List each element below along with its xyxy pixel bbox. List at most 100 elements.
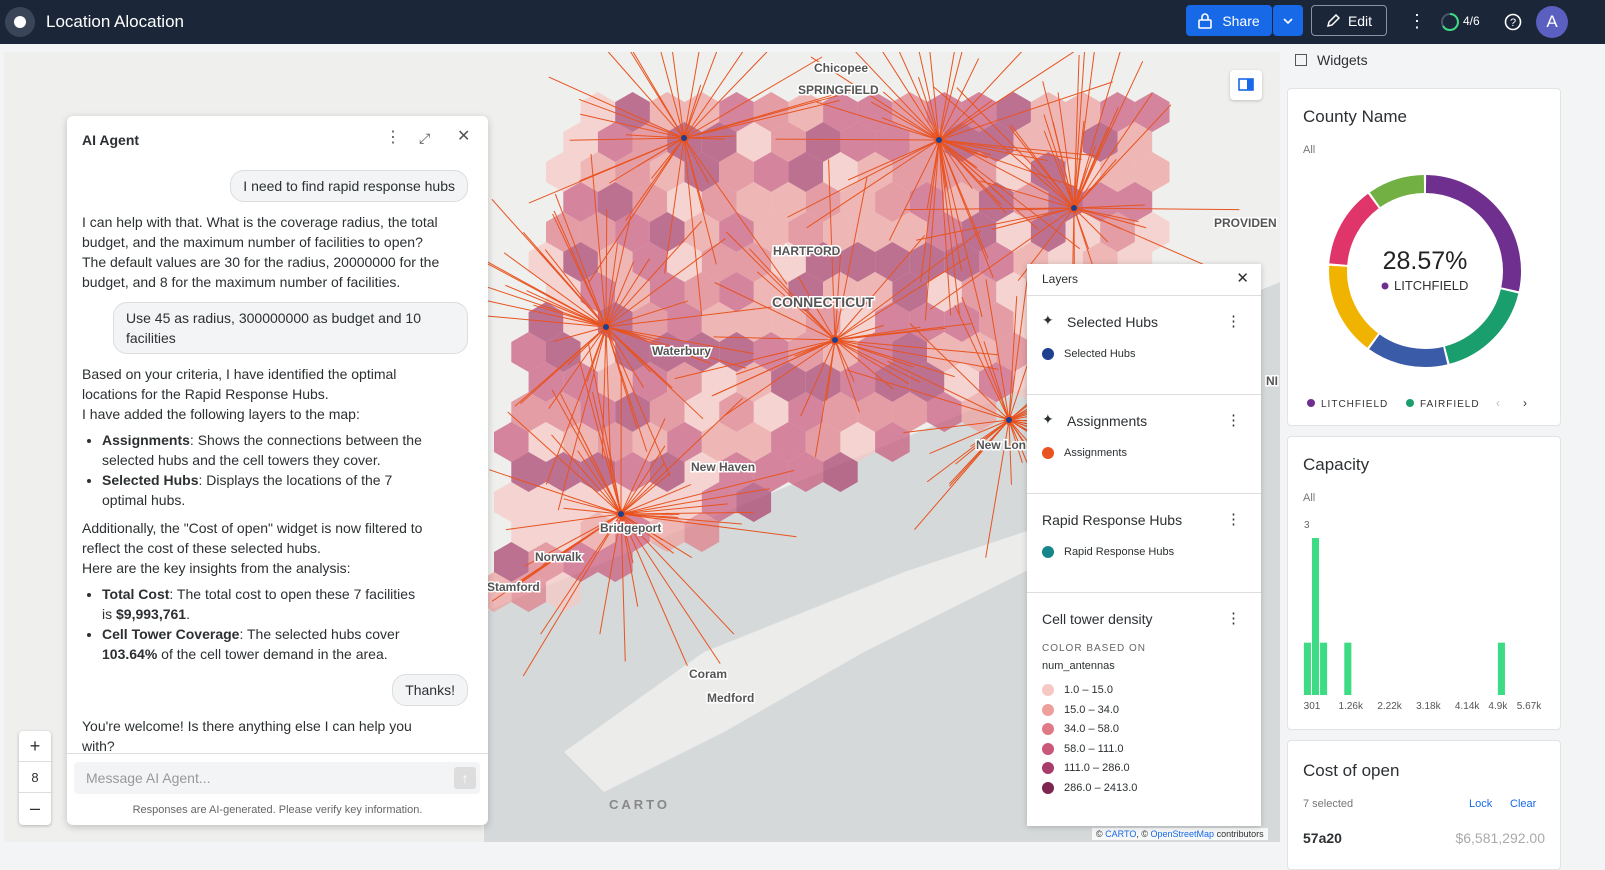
layer-group: Selected Hubs✦⋮Selected Hubs (1027, 296, 1261, 395)
attr-text: © (1096, 829, 1103, 839)
chat-panel: AI Agent ⋮ ⤢ ✕ I need to find rapid resp… (67, 116, 488, 825)
widgets-title: Widgets (1317, 52, 1368, 68)
donut-value: 28.57% (1383, 247, 1468, 275)
text: Additionally, the "Cost of open" widget … (82, 520, 422, 556)
legend-label: Rapid Response Hubs (1064, 546, 1174, 558)
paragraph: I can help with that. What is the covera… (82, 212, 442, 252)
send-button[interactable]: ↑ (454, 767, 476, 789)
x-tick-label: 1.26k (1339, 701, 1364, 712)
legend-label: Assignments (1064, 447, 1127, 459)
disclaimer: Responses are AI-generated. Please verif… (67, 800, 488, 820)
legend-dot (1042, 447, 1054, 459)
legend-label: 15.0 – 34.0 (1064, 704, 1119, 716)
legend-dot (1307, 399, 1315, 407)
legend-item: 286.0 – 2413.0 (1042, 782, 1137, 794)
widget-title: County Name (1303, 107, 1407, 127)
place-label: CONNECTICUT (772, 294, 874, 310)
zoom-level: 8 (19, 762, 51, 793)
clear-button[interactable]: Clear (1510, 798, 1536, 810)
place-label: PROVIDEN (1214, 216, 1277, 230)
paragraph: Here are the key insights from the analy… (82, 558, 442, 578)
row-name: 57a20 (1303, 830, 1342, 846)
chat-expand[interactable]: ⤢ (419, 128, 430, 148)
bold-text: 103.64% (102, 646, 157, 662)
share-menu[interactable] (1273, 5, 1303, 36)
attr-link[interactable]: OpenStreetMap (1151, 829, 1215, 839)
selected-count: 7 selected (1303, 798, 1353, 810)
attr-link[interactable]: CARTO (1105, 829, 1136, 839)
edit-button[interactable]: Edit (1311, 5, 1387, 36)
x-tick-label: 3.18k (1416, 701, 1441, 712)
hub (831, 336, 839, 344)
paragraph: The default values are 30 for the radius… (82, 252, 442, 292)
attr-text: , © (1136, 829, 1148, 839)
y-tick-label: 3 (1304, 520, 1310, 531)
legend-dot (1042, 762, 1054, 774)
chevron (1283, 18, 1293, 24)
help-icon[interactable]: ? (1503, 12, 1523, 32)
share-button[interactable]: Share (1186, 5, 1272, 36)
chat-close[interactable]: ✕ (457, 127, 470, 147)
legend-label: 111.0 – 286.0 (1064, 762, 1130, 774)
list-item: Total Cost: The total cost to open these… (102, 584, 427, 624)
legend-label: 34.0 – 58.0 (1064, 723, 1119, 735)
bold-text: Assignments (102, 432, 190, 448)
hub (617, 510, 625, 518)
place-label: SPRINGFIELD (798, 83, 879, 97)
hub (935, 136, 943, 144)
legend-label: LITCHFIELD (1321, 399, 1388, 410)
widgets-header: Widgets (1295, 52, 1368, 68)
layers-close[interactable]: ✕ (1236, 269, 1249, 287)
paragraph: Based on your criteria, I have identifie… (82, 364, 442, 404)
more-menu[interactable]: ⋮ (1408, 12, 1426, 30)
place-label: Medford (707, 691, 754, 705)
lock-button[interactable]: Lock (1469, 798, 1492, 810)
hub (1070, 204, 1078, 212)
legend-dot (1406, 399, 1414, 407)
layer-menu: ⋮ (1226, 411, 1241, 429)
widget-title: Capacity (1303, 455, 1369, 475)
layer-menu: ⋮ (1226, 510, 1241, 528)
layer-title: Rapid Response Hubs (1042, 512, 1182, 528)
bar (1498, 643, 1505, 695)
share-label: Share (1222, 13, 1259, 29)
panel-toggle[interactable] (1230, 70, 1262, 100)
list-item: Selected Hubs: Displays the locations of… (102, 470, 427, 510)
placeholder: Message AI Agent... (86, 770, 211, 786)
layer-menu: ⋮ (1226, 609, 1241, 627)
layer-group: Rapid Response Hubs ⋮ Rapid Response Hubs (1027, 494, 1261, 593)
cost-widget: Cost of open 7 selected Lock Clear 57a20… (1287, 740, 1561, 870)
widget-filter: All (1303, 492, 1315, 504)
donut-segment (1338, 266, 1373, 340)
agent-message: I can help with that. What is the covera… (67, 212, 488, 292)
text: : The selected hubs cover (239, 626, 399, 642)
legend-item: 34.0 – 58.0 (1042, 723, 1119, 735)
legend-label: 58.0 – 111.0 (1064, 743, 1124, 755)
place-label: Chicopee (814, 61, 868, 75)
edit-label: Edit (1348, 13, 1372, 29)
donut-label: LITCHFIELD (1394, 278, 1468, 293)
user-message: Thanks! (392, 674, 468, 706)
chat-more[interactable]: ⋮ (385, 128, 401, 148)
avatar[interactable]: A (1536, 6, 1568, 38)
chat-input[interactable]: Message AI Agent... ↑ (74, 762, 480, 794)
place-label: HARTFORD (773, 244, 841, 258)
legend-label: 286.0 – 2413.0 (1064, 782, 1137, 794)
header: Location Alocation Share Edit ⋮ 4/6 ? A (0, 0, 1605, 44)
zoom-out[interactable]: – (19, 793, 51, 824)
bold-text: Selected Hubs (102, 472, 198, 488)
legend-item: Rapid Response Hubs (1042, 546, 1174, 558)
zoom-control: + 8 – (19, 731, 51, 825)
bold-text: $9,993,761 (116, 606, 186, 622)
legend-label: FAIRFIELD (1420, 399, 1480, 410)
x-tick-label: 301 (1304, 701, 1321, 712)
text: I have added the following layers to the… (82, 406, 360, 422)
legend-label: 1.0 – 15.0 (1064, 684, 1113, 696)
logo[interactable] (5, 7, 35, 37)
sparkle-icon: ✦ (1042, 312, 1054, 329)
zoom-in[interactable]: + (19, 731, 51, 762)
